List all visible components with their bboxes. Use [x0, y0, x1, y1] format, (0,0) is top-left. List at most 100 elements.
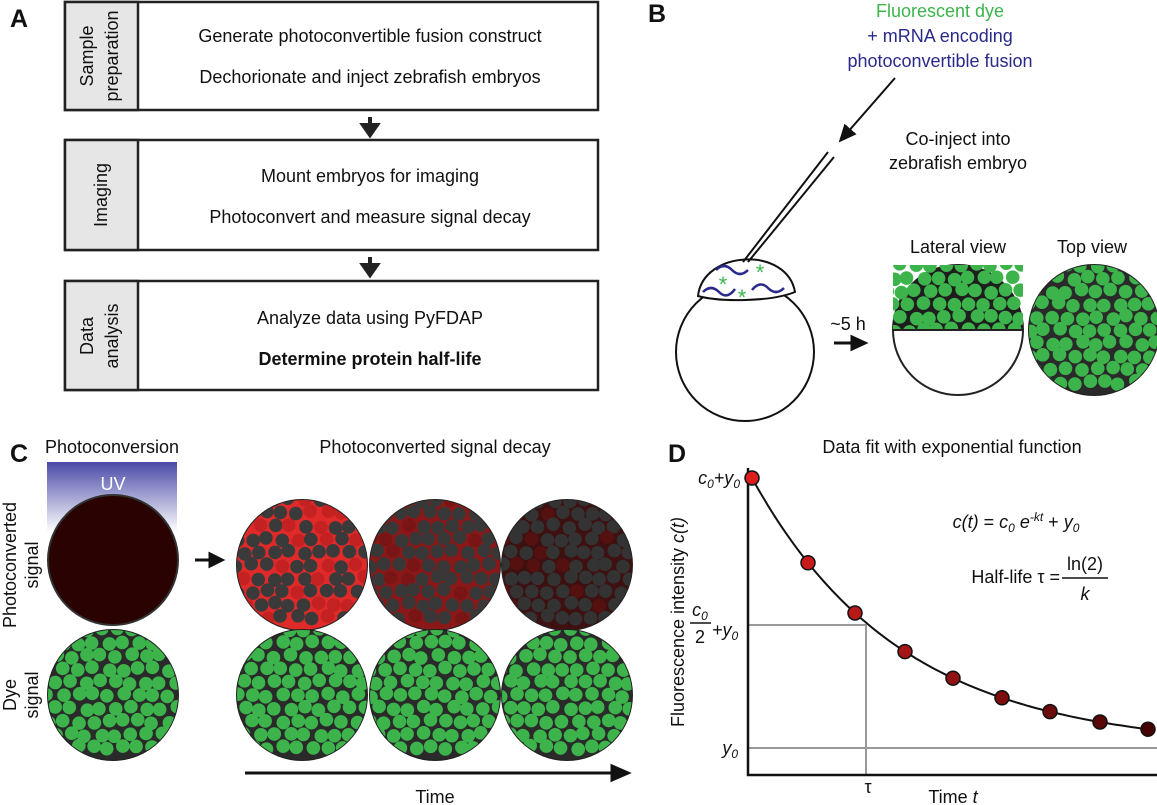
- cell: [524, 713, 539, 728]
- cell: [370, 597, 385, 612]
- cell: [385, 598, 400, 613]
- cell: [460, 702, 474, 716]
- cell: [370, 637, 376, 652]
- cell: [63, 630, 78, 637]
- cell: [223, 622, 237, 636]
- cell: [452, 636, 466, 650]
- flow-arrow: [359, 117, 381, 139]
- cell: [291, 609, 305, 623]
- cell: [251, 676, 266, 690]
- cell: [598, 507, 613, 522]
- cell: [585, 739, 599, 754]
- cell: [1127, 297, 1142, 312]
- cell: [84, 636, 99, 650]
- cell: [508, 741, 523, 756]
- cell: [327, 728, 342, 743]
- step-text: Determine protein half-life: [258, 349, 481, 369]
- cell: [415, 572, 429, 587]
- cell: [474, 571, 489, 586]
- cell: [386, 630, 401, 638]
- cell: [409, 531, 423, 546]
- cell: [359, 517, 367, 532]
- cell: [593, 674, 607, 688]
- cell: [461, 546, 475, 560]
- cell: [1029, 283, 1042, 297]
- cell: [423, 739, 438, 754]
- cell: [370, 676, 383, 691]
- cell: [624, 517, 632, 532]
- cell: [109, 674, 123, 688]
- cell: [1059, 337, 1073, 351]
- cell: [937, 310, 951, 324]
- cell: [140, 702, 155, 717]
- cell: [539, 635, 554, 650]
- cell: [547, 572, 561, 587]
- cell: [327, 699, 341, 714]
- cell: [504, 700, 518, 715]
- cell: [1012, 312, 1023, 326]
- cell: [492, 630, 500, 637]
- cell: [254, 727, 268, 742]
- cell: [48, 637, 55, 652]
- cell: [1096, 298, 1111, 313]
- cell: [453, 664, 467, 678]
- cell: [251, 703, 266, 717]
- cell: [139, 726, 153, 741]
- cell: [306, 741, 321, 755]
- cell: [473, 518, 488, 533]
- cell: [1074, 282, 1089, 297]
- cell: [1045, 310, 1059, 325]
- cell: [1066, 299, 1080, 313]
- cell: [304, 611, 319, 626]
- cell: [1102, 335, 1117, 349]
- cell: [342, 700, 357, 715]
- cell: [429, 702, 443, 717]
- panel-letter: C: [10, 440, 28, 468]
- cell: [553, 637, 568, 652]
- cell: [502, 739, 508, 753]
- cell: [237, 507, 243, 521]
- cell: [534, 674, 548, 688]
- cell: [591, 726, 606, 741]
- cell: [358, 599, 367, 614]
- cell: [274, 584, 289, 598]
- cell: [421, 584, 435, 599]
- cell: [280, 572, 295, 587]
- cell: [321, 558, 336, 573]
- cell: [1121, 265, 1136, 270]
- cell: [237, 547, 252, 561]
- cell: [377, 557, 391, 571]
- time-label: ~5 h: [830, 314, 866, 334]
- cell: [601, 663, 615, 677]
- cell: [877, 260, 891, 274]
- cell: [145, 660, 160, 675]
- cell: [276, 635, 291, 649]
- cell: [266, 702, 281, 716]
- cell: [555, 611, 570, 625]
- cell: [583, 611, 598, 625]
- cell: [125, 647, 139, 661]
- cell: [55, 741, 70, 756]
- cell: [1128, 322, 1143, 337]
- cell: [578, 648, 593, 663]
- cell: [563, 630, 578, 636]
- cell: [387, 649, 401, 664]
- cell: [48, 726, 49, 741]
- cell: [79, 676, 94, 691]
- cell: [266, 500, 281, 507]
- cell: [467, 533, 482, 548]
- cell: [161, 636, 176, 651]
- cell: [540, 608, 555, 623]
- y-tick-label: c0: [692, 600, 708, 623]
- cell: [466, 713, 481, 728]
- cell: [48, 675, 63, 690]
- cell: [130, 661, 145, 675]
- cell: [1076, 312, 1090, 326]
- cell: [879, 310, 893, 324]
- cell: [276, 715, 291, 730]
- cell: [416, 699, 431, 714]
- cell: [237, 741, 243, 756]
- y-axis-label: Fluorescence intensity c(t): [668, 517, 688, 727]
- step-text: Dechorionate and inject zebrafish embryo…: [199, 67, 540, 87]
- cell: [1151, 282, 1157, 297]
